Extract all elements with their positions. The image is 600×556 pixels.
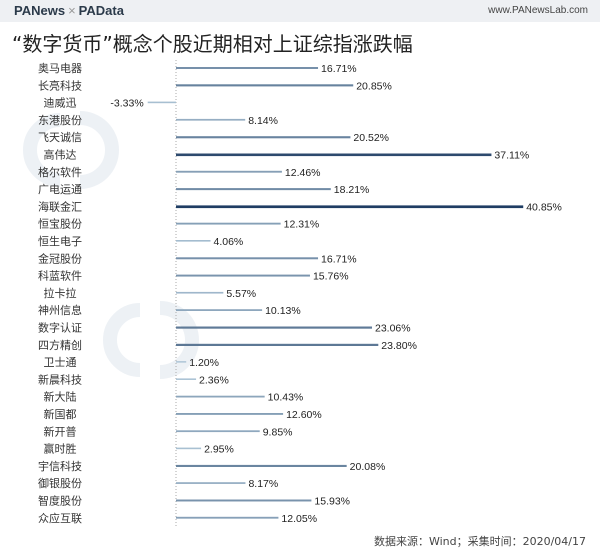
bar <box>176 136 351 139</box>
category-label: 数字认证 <box>38 321 82 335</box>
category-label: 格尔软件 <box>38 165 82 179</box>
category-label: 金冠股份 <box>38 251 82 265</box>
bar <box>176 153 492 157</box>
value-label: 2.36% <box>199 374 229 386</box>
category-label: 科蓝软件 <box>38 269 82 283</box>
bar <box>176 343 379 346</box>
bar <box>176 309 263 311</box>
watermark-padata <box>23 111 119 189</box>
category-label: 高伟达 <box>44 148 77 162</box>
value-label: 12.60% <box>286 409 322 421</box>
bar <box>176 361 187 363</box>
value-label: 20.52% <box>353 132 389 144</box>
value-label: 12.46% <box>285 167 321 179</box>
site-url: www.PANewsLab.com <box>488 5 588 16</box>
bar <box>176 118 246 121</box>
bar <box>176 67 319 69</box>
padata-logo: PAData <box>78 3 124 18</box>
bar <box>176 274 310 277</box>
category-label: 奥马电器 <box>38 61 82 75</box>
bar <box>176 447 202 450</box>
value-label: 16.71% <box>321 63 357 75</box>
bar <box>176 291 224 294</box>
bar <box>176 378 197 380</box>
bar <box>176 188 331 191</box>
category-label: 长亮科技 <box>38 78 82 92</box>
value-label: 20.85% <box>356 80 392 92</box>
value-label: 23.80% <box>381 340 417 352</box>
value-label: 15.93% <box>314 496 350 508</box>
bar <box>176 430 260 433</box>
category-label: 迪威迅 <box>44 97 77 110</box>
category-label: 四方精创 <box>38 338 82 352</box>
category-label: 卫士通 <box>44 356 77 369</box>
bar <box>176 222 281 225</box>
value-label: 15.76% <box>313 271 349 283</box>
value-label: 8.14% <box>248 115 278 127</box>
value-label: 18.21% <box>334 184 370 196</box>
category-label: 御银股份 <box>38 476 82 490</box>
category-label: 众应互联 <box>38 511 82 525</box>
value-label: 23.06% <box>375 323 411 335</box>
separator: × <box>68 3 76 18</box>
bar <box>176 395 265 398</box>
category-label: 赢时胜 <box>44 442 77 456</box>
bar <box>176 482 246 484</box>
category-label: 海联金汇 <box>38 199 82 213</box>
bar <box>176 205 524 209</box>
top-bar: PANews × PAData www.PANewsLab.com <box>0 0 600 22</box>
bar <box>176 326 373 329</box>
value-label: 4.06% <box>214 236 244 248</box>
category-label: 神州信息 <box>38 303 82 317</box>
value-label: 1.20% <box>189 357 219 369</box>
value-label: 9.85% <box>263 426 293 438</box>
bar <box>176 257 319 260</box>
category-label: 恒宝股份 <box>38 217 82 231</box>
bar <box>176 464 347 467</box>
category-label: 广电运通 <box>38 183 82 196</box>
category-label: 恒生电子 <box>38 234 82 248</box>
category-label: 新开普 <box>44 424 77 438</box>
value-label: 12.05% <box>281 513 317 525</box>
bar <box>147 101 176 104</box>
category-label: 新晨科技 <box>38 372 82 386</box>
category-label: 新国都 <box>44 407 77 421</box>
value-label: 37.11% <box>494 150 529 162</box>
bar <box>176 240 211 242</box>
value-label: 40.85% <box>526 201 562 213</box>
category-label: 智度股份 <box>38 494 82 508</box>
category-label: 拉卡拉 <box>44 286 77 300</box>
bar <box>176 170 282 173</box>
value-label: 12.31% <box>284 219 320 231</box>
value-label: 8.17% <box>248 478 278 490</box>
value-label: 16.71% <box>321 253 357 265</box>
value-label: -3.33% <box>110 98 143 110</box>
value-label: 10.43% <box>268 392 304 404</box>
bar <box>176 413 284 415</box>
data-source: 数据来源：Wind；采集时间：2020/04/17 <box>373 535 586 548</box>
category-label: 东港股份 <box>38 114 82 127</box>
bar <box>176 499 312 502</box>
category-label: 宇信科技 <box>38 459 82 473</box>
category-label: 飞天诚信 <box>38 131 82 144</box>
bar <box>176 516 279 519</box>
brand-logos: PANews × PAData <box>14 3 124 18</box>
bar <box>176 84 354 87</box>
value-label: 20.08% <box>350 461 386 473</box>
watermark-panews <box>103 301 199 379</box>
panews-logo: PANews <box>14 3 66 18</box>
value-label: 2.95% <box>204 444 234 456</box>
category-label: 新大陆 <box>44 390 77 404</box>
value-label: 5.57% <box>226 288 256 300</box>
value-label: 10.13% <box>265 305 301 317</box>
chart-title: “数字货币”概念个股近期相对上证综指涨跌幅 <box>12 32 413 56</box>
